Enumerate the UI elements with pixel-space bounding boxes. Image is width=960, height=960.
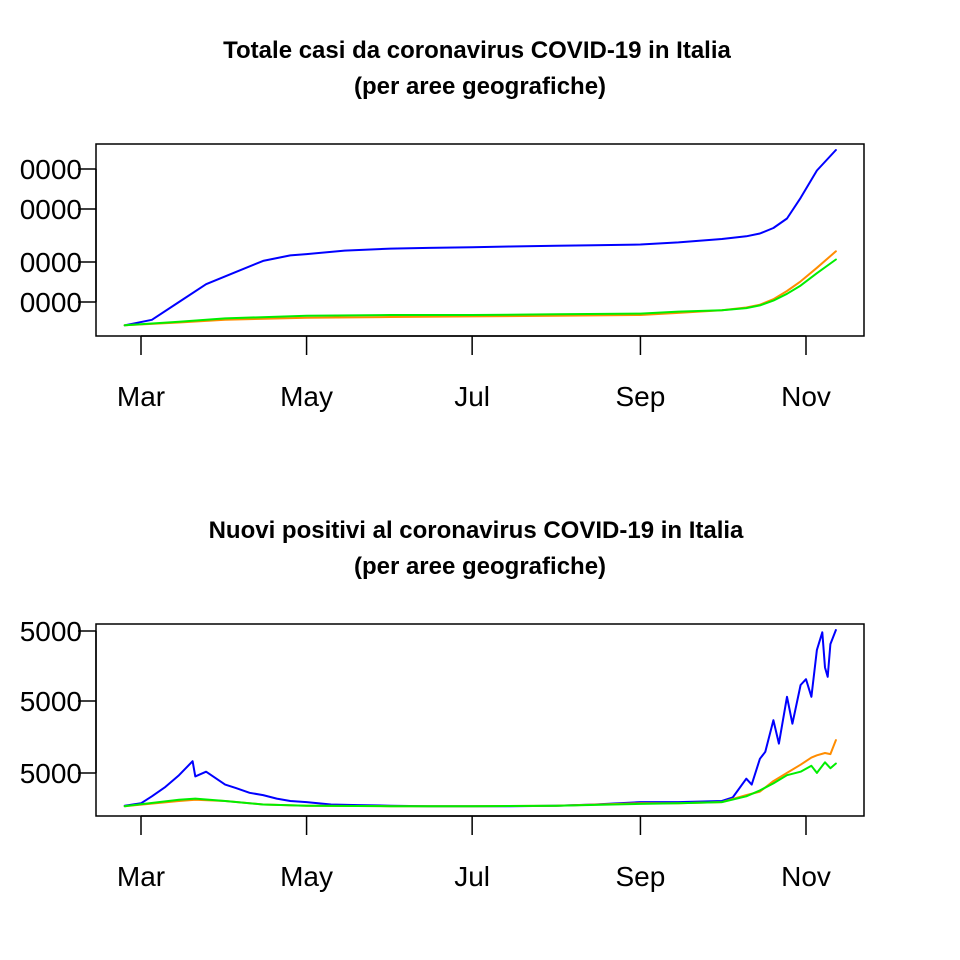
- x-tick-label: Mar: [117, 861, 165, 892]
- x-axis: Mar May Jul Sep Nov: [117, 815, 831, 892]
- y-tick-label: 5000: [20, 758, 82, 789]
- y-axis: 0000 0000 0000 0000: [20, 154, 97, 318]
- new-positives-chart: Nuovi positivi al coronavirus COVID-19 i…: [20, 517, 865, 892]
- x-tick-label: May: [280, 381, 333, 412]
- y-tick-label: 5000: [20, 686, 82, 717]
- y-tick-label: 0000: [20, 154, 82, 185]
- series-line-3: [123, 258, 837, 327]
- x-tick-label: Mar: [117, 381, 165, 412]
- y-tick-label: 0000: [20, 287, 82, 318]
- x-axis: Mar May Jul Sep Nov: [117, 335, 831, 412]
- x-tick-label: Sep: [616, 381, 666, 412]
- x-tick-label: Jul: [454, 861, 490, 892]
- series-line-1: [123, 629, 837, 808]
- x-tick-label: May: [280, 861, 333, 892]
- chart-title: Nuovi positivi al coronavirus COVID-19 i…: [209, 517, 744, 544]
- total-cases-chart: Totale casi da coronavirus COVID-19 in I…: [20, 37, 865, 412]
- chart-title: Totale casi da coronavirus COVID-19 in I…: [223, 37, 731, 64]
- series-line-2: [123, 739, 837, 808]
- series-line-3: [123, 761, 837, 808]
- series-line-2: [123, 250, 837, 327]
- plot-frame: [95, 623, 865, 817]
- series-lines: [123, 149, 837, 327]
- y-tick-label: 0000: [20, 194, 82, 225]
- series-line-1: [123, 149, 837, 327]
- x-tick-label: Jul: [454, 381, 490, 412]
- x-tick-label: Nov: [781, 381, 831, 412]
- chart-subtitle: (per aree geografiche): [354, 553, 606, 580]
- x-tick-label: Sep: [616, 861, 666, 892]
- chart-subtitle: (per aree geografiche): [354, 73, 606, 100]
- y-tick-label: 0000: [20, 247, 82, 278]
- y-axis: 5000 5000 5000: [20, 616, 97, 789]
- x-tick-label: Nov: [781, 861, 831, 892]
- y-tick-label: 5000: [20, 616, 82, 647]
- series-lines: [123, 629, 837, 808]
